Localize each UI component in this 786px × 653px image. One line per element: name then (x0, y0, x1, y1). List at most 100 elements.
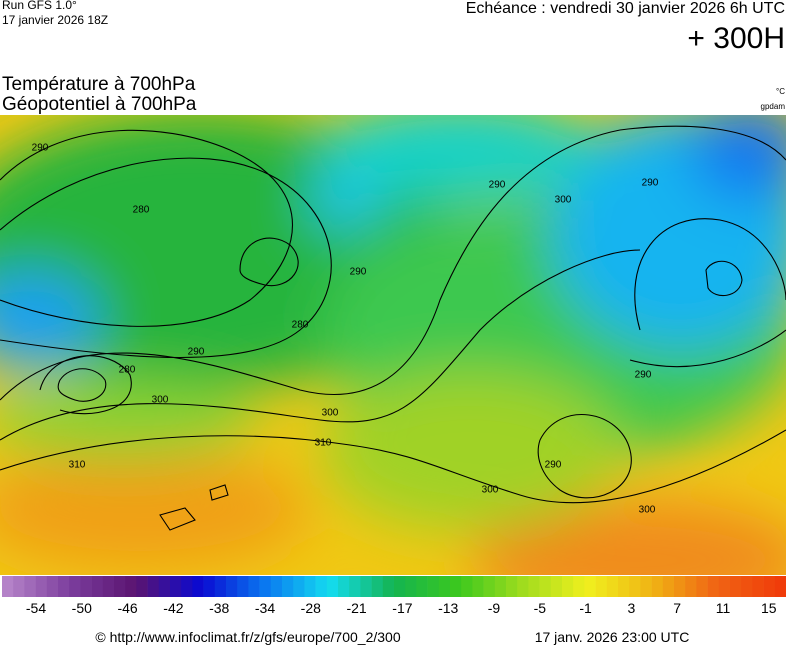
colorbar-swatch (24, 576, 36, 597)
contour-label: 280 (119, 365, 136, 376)
colorbar-label: -50 (72, 600, 92, 616)
colorbar-swatch (270, 576, 283, 597)
colorbar-label: -42 (163, 600, 183, 616)
colorbar-swatch (214, 576, 227, 597)
contour-label: 280 (133, 205, 150, 216)
colorbar-swatch (293, 576, 305, 597)
colorbar-swatch (741, 576, 753, 597)
colorbar-swatch (483, 576, 496, 597)
colorbar-label: 3 (628, 600, 636, 616)
colorbar-swatch (338, 576, 350, 597)
colorbar-swatch (528, 576, 540, 597)
colorbar-label: -5 (534, 600, 547, 616)
colorbar-swatch (674, 576, 686, 597)
map: 290 280 290 280 290 280 300 300 310 310 300 300 290 2… (0, 115, 786, 575)
colorbar-swatch (651, 576, 664, 597)
unit-geo: gpdam (761, 102, 786, 111)
colorbar-swatch (730, 576, 742, 597)
colorbar-label: -38 (209, 600, 229, 616)
colorbar-swatch (438, 576, 451, 597)
colorbar-swatch (237, 576, 249, 597)
colorbar-swatch (416, 576, 428, 597)
contour-label: 300 (322, 408, 339, 419)
colorbar-swatch (618, 576, 630, 597)
contour-label: 300 (555, 195, 572, 206)
colorbar-swatch (550, 576, 563, 597)
contour-label: 300 (152, 395, 169, 406)
colorbar-swatch (91, 576, 104, 597)
contour-label: 290 (489, 180, 506, 191)
colorbar-swatch (158, 576, 171, 597)
contour-label: 290 (635, 370, 652, 381)
colorbar-swatch (662, 576, 675, 597)
colorbar-label: -28 (301, 600, 321, 616)
colorbar-swatch (606, 576, 619, 597)
colorbar-label: 15 (761, 600, 777, 616)
colorbar-swatch (718, 576, 731, 597)
colorbar-swatch (102, 576, 115, 597)
colorbar-swatch (259, 576, 272, 597)
colorbar-swatch (304, 576, 316, 597)
colorbar-swatch (595, 576, 608, 597)
colorbar-swatch (450, 576, 462, 597)
colorbar-swatch (774, 576, 786, 597)
colorbar-label: 7 (673, 600, 681, 616)
colorbar-label: -34 (255, 600, 275, 616)
footer-url: © http://www.infoclimat.fr/z/gfs/europe/… (95, 629, 400, 645)
colorbar-swatch (685, 576, 697, 597)
colorbar-swatch (461, 576, 473, 597)
colorbar-label: -54 (26, 600, 46, 616)
colorbar-swatch (226, 576, 238, 597)
contour-label: 300 (482, 485, 499, 496)
colorbar-swatch (405, 576, 417, 597)
colorbar-swatch (46, 576, 59, 597)
colorbar-swatch (539, 576, 552, 597)
footer-date: 17 janv. 2026 23:00 UTC (535, 629, 690, 645)
colorbar-swatch (203, 576, 216, 597)
horizon: + 300H (687, 22, 785, 55)
colorbar-swatch (349, 576, 361, 597)
run: Run GFS 1.0° (2, 0, 77, 12)
contour-label: 290 (642, 178, 659, 189)
colorbar-swatch (752, 576, 764, 597)
colorbar-swatch (427, 576, 440, 597)
colorbar-swatch (640, 576, 652, 597)
echeance: Echéance : vendredi 30 janvier 2026 6h U… (466, 0, 785, 17)
colorbar-swatch (80, 576, 92, 597)
colorbar-swatch (114, 576, 126, 597)
colorbar-swatch (35, 576, 48, 597)
contour-label: 290 (32, 143, 49, 154)
colorbar-swatch (506, 576, 518, 597)
title-temp: Température à 700hPa (2, 74, 196, 95)
colorbar-swatch (584, 576, 596, 597)
contour-label: 310 (69, 460, 86, 471)
colorbar-swatch (315, 576, 328, 597)
contour-label: 280 (292, 320, 309, 331)
colorbar-swatch (147, 576, 160, 597)
colorbar-label: -1 (579, 600, 592, 616)
colorbar-label: -13 (438, 600, 458, 616)
colorbar-label: -46 (117, 600, 137, 616)
title-geo: Géopotentiel à 700hPa (2, 94, 197, 115)
unit-temp: °C (776, 87, 785, 96)
colorbar-label: -9 (488, 600, 501, 616)
colorbar-swatch (13, 576, 25, 597)
colorbar-swatch (763, 576, 776, 597)
contour-label: 290 (350, 267, 367, 278)
colorbar-swatch (248, 576, 260, 597)
colorbar-swatch (517, 576, 529, 597)
colorbar-label: 11 (716, 600, 731, 616)
colorbar-swatch (707, 576, 720, 597)
colorbar-swatch (326, 576, 339, 597)
colorbar-swatch (360, 576, 372, 597)
colorbar-swatch (472, 576, 484, 597)
contour-label: 300 (639, 505, 656, 516)
colorbar-swatch (573, 576, 585, 597)
colorbar-swatch (181, 576, 193, 597)
colorbar-swatch (58, 576, 70, 597)
colorbar-swatch (69, 576, 81, 597)
colorbar-swatch (382, 576, 395, 597)
colorbar-swatch (629, 576, 641, 597)
colorbar-swatch (125, 576, 137, 597)
